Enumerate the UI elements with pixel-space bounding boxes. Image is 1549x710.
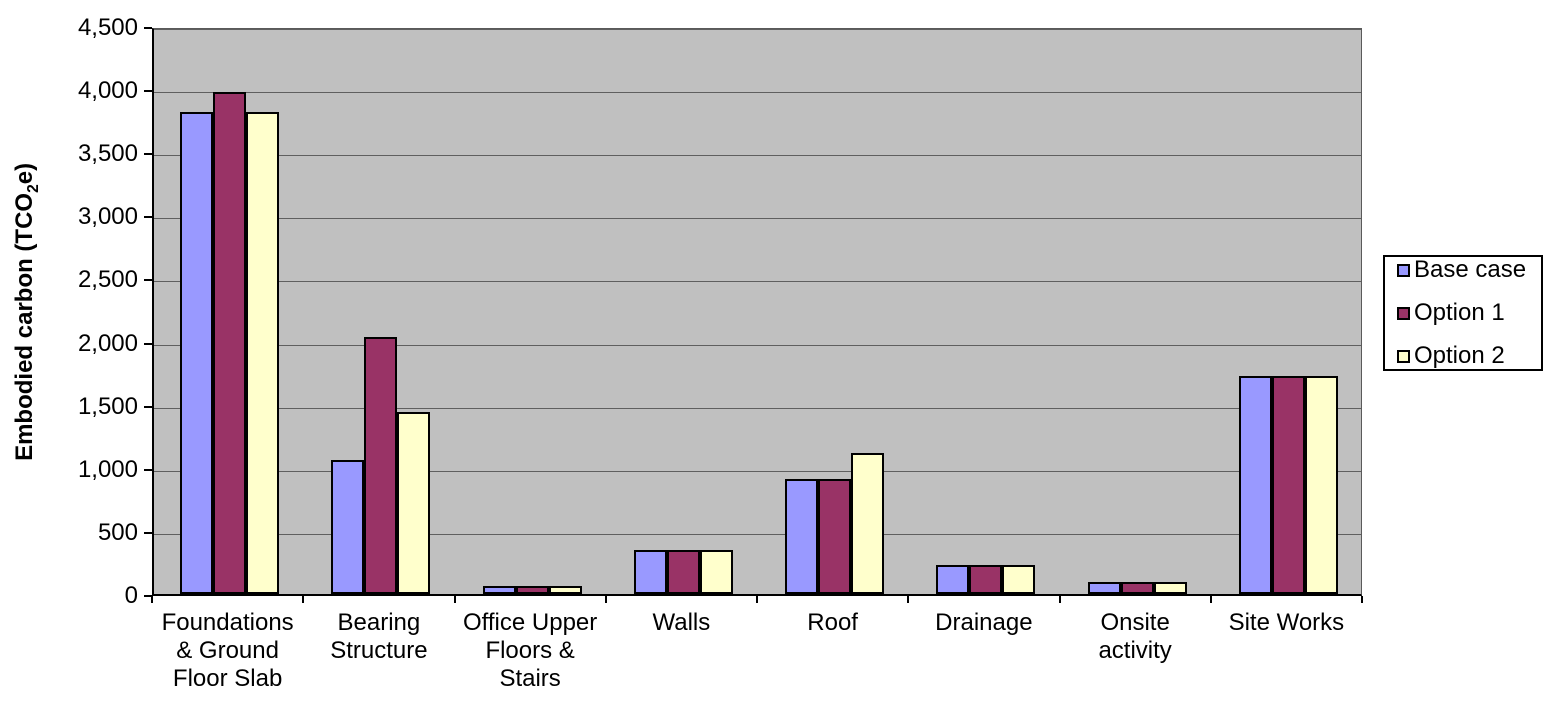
bar-group-drainage [910,29,1061,594]
y-tick-label-1-000: 1,000 [77,455,138,483]
bar-group-bearing [305,29,456,594]
bar-base-case-walls [633,549,667,594]
bar-option-2-office-upper [548,586,582,594]
bar-option-1-bearing [364,336,398,594]
y-axis-title-subscript: 2 [24,184,42,193]
gridline-4000 [154,92,1361,94]
bar-option-1-onsite [1120,582,1154,594]
bar-group-site-works [1213,29,1364,594]
x-axis-labels: Foundations & Ground Floor Slab Bearing S… [152,609,1362,693]
gridline-1500 [154,407,1361,409]
y-tick-mark [144,153,152,156]
y-tick-mark [144,531,152,534]
bar-option-1-site-works [1271,375,1305,594]
y-tick-mark [144,468,152,471]
bar-option-2-drainage [1002,564,1036,594]
bar-group-roof [759,29,910,594]
bar-base-case-foundations [180,111,214,594]
bar-base-case-roof [785,479,819,594]
x-axis-label-onsite: Onsite activity [1098,609,1172,664]
bar-option-1-roof [818,479,852,594]
y-axis-title-wrap: Embodied carbon (TCO2e) [0,28,54,596]
x-tick-mark [1058,596,1061,603]
x-tick-mark [756,596,758,603]
y-tick-label-1-500: 1,500 [77,392,138,420]
y-tick-mark [144,279,152,282]
legend-item-option-1: Option 1 [1397,299,1541,327]
y-tick-label-4-000: 4,000 [77,77,138,105]
x-tick-mark [907,596,910,603]
y-tick-label-0: 0 [124,582,138,609]
x-axis-label-site-works: Site Works [1228,609,1345,636]
legend-swatch-option-2 [1397,349,1410,363]
bar-base-case-onsite [1087,582,1121,594]
legend-swatch-base-case [1397,263,1410,277]
x-tick-mark [302,596,305,603]
gridline-500 [154,533,1361,535]
legend-label-option-1: Option 1 [1414,299,1505,326]
y-tick-mark [144,90,152,93]
x-tick-mark [604,596,607,603]
x-axis-label-office-upper: Office Upper Floors & Stairs [462,609,598,692]
bar-option-1-office-upper [515,586,549,594]
y-tick-label-3-500: 3,500 [77,140,138,168]
y-tick-label-3-000: 3,000 [77,203,138,231]
y-tick-mark [144,342,152,345]
legend-label-base-case: Base case [1414,256,1527,283]
x-axis-label-roof: Roof [807,609,858,636]
y-tick-label-2-500: 2,500 [77,266,138,294]
y-tick-mark [144,405,152,408]
x-axis-label-drainage: Drainage [935,609,1033,636]
x-tick-mark [1209,596,1212,603]
bar-option-2-onsite [1153,582,1187,594]
bar-group-walls [608,29,759,594]
bar-base-case-office-upper [482,586,516,594]
y-tick-label-500: 500 [97,518,138,546]
gridline-1000 [154,470,1361,472]
bar-base-case-site-works [1238,375,1272,594]
bar-option-2-foundations [246,111,280,594]
y-axis-title-pre: Embodied carbon (TCO [11,193,39,462]
gridline-2000 [154,344,1361,346]
bar-option-1-drainage [969,564,1003,594]
x-axis-label-foundations: Foundations & Ground Floor Slab [161,609,294,692]
bar-option-2-bearing [397,412,431,594]
gridline-4500 [154,29,1361,30]
legend-item-base-case: Base case [1397,256,1541,284]
y-tick-mark [144,595,152,597]
gridline-2500 [154,281,1361,283]
bar-option-1-walls [666,549,700,594]
y-tick-mark [144,216,152,219]
bar-option-2-walls [699,549,733,594]
y-tick-mark [144,27,152,29]
bar-base-case-drainage [936,564,970,594]
x-tick-mark [1361,596,1363,603]
legend-label-option-2: Option 2 [1414,342,1505,369]
legend: Base case Option 1 Option 2 [1383,255,1543,371]
bar-option-1-foundations [213,91,247,594]
y-tick-label-2-000: 2,000 [77,329,138,357]
x-tick-mark [151,596,153,603]
bar-option-2-site-works [1304,375,1338,594]
x-axis-label-bearing: Bearing Structure [330,609,428,664]
x-axis-label-walls: Walls [652,609,711,636]
bar-option-2-roof [851,452,885,594]
x-tick-mark [453,596,456,603]
bar-base-case-bearing [331,460,365,594]
bar-group-office-upper [457,29,608,594]
legend-item-option-2: Option 2 [1397,342,1541,370]
legend-swatch-option-1 [1397,306,1410,320]
bar-group-onsite [1062,29,1213,594]
plot-area [152,28,1362,596]
gridline-3500 [154,155,1361,157]
gridline-3000 [154,218,1361,220]
y-tick-label-4-500: 4,500 [77,14,138,41]
bar-group-foundations [154,29,305,594]
